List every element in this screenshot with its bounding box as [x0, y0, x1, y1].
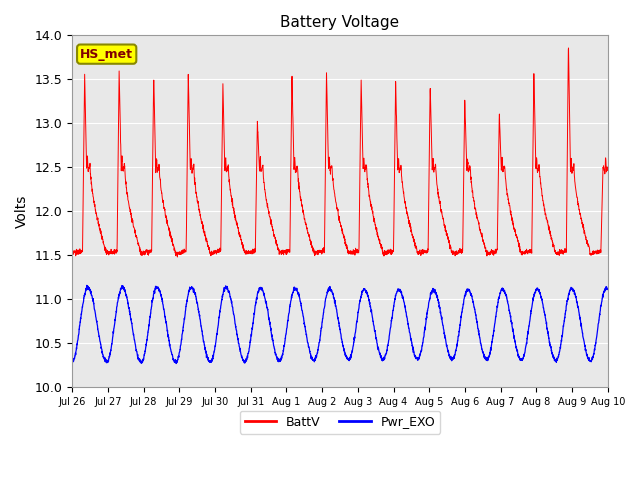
Title: Battery Voltage: Battery Voltage	[280, 15, 399, 30]
BattV	[297, 198, 305, 204]
Pwr_EXO	[604, 286, 612, 292]
Pwr_EXO	[172, 360, 180, 366]
Pwr_EXO	[68, 357, 76, 363]
Pwr_EXO	[83, 282, 91, 288]
BattV	[594, 247, 602, 253]
BattV	[173, 254, 181, 260]
Pwr_EXO	[594, 327, 602, 333]
BattV	[536, 174, 543, 180]
Text: HS_met: HS_met	[80, 48, 133, 60]
Pwr_EXO	[298, 303, 305, 309]
BattV	[564, 45, 572, 51]
Legend: BattV, Pwr_EXO: BattV, Pwr_EXO	[239, 410, 440, 433]
Pwr_EXO	[129, 332, 137, 338]
BattV	[68, 248, 76, 254]
BattV	[604, 165, 612, 170]
BattV	[274, 247, 282, 252]
Line: BattV: BattV	[72, 48, 608, 257]
Line: Pwr_EXO: Pwr_EXO	[72, 285, 608, 363]
Pwr_EXO	[274, 359, 282, 364]
BattV	[129, 223, 137, 228]
Pwr_EXO	[536, 291, 544, 297]
Pwr_EXO	[161, 314, 169, 320]
BattV	[161, 210, 169, 216]
Y-axis label: Volts: Volts	[15, 194, 29, 228]
